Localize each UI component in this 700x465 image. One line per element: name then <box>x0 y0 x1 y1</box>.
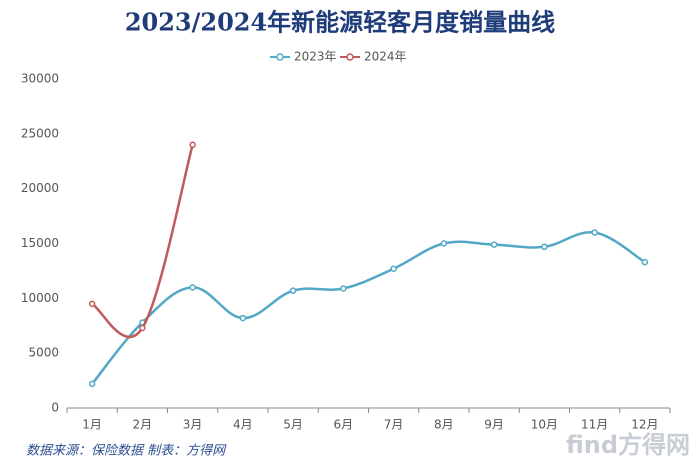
x-tick-label: 10月 <box>531 418 558 432</box>
x-tick-label: 11月 <box>581 418 608 432</box>
point <box>641 258 649 266</box>
x-tick-label: 5月 <box>283 418 303 432</box>
x-tick-label: 7月 <box>384 418 404 432</box>
y-tick-label: 25000 <box>21 126 59 140</box>
x-tick-label: 8月 <box>434 418 454 432</box>
watermark: find方得网 <box>566 431 690 459</box>
point <box>189 284 196 291</box>
x-tick-label: 12月 <box>631 418 658 432</box>
point <box>88 380 96 388</box>
point <box>340 285 347 292</box>
chart-title: 2023/2024年新能源轻客月度销量曲线 <box>125 8 555 37</box>
y-tick-label: 30000 <box>21 72 59 86</box>
point <box>440 240 448 247</box>
x-tick-label: 9月 <box>484 418 504 432</box>
y-tick-label: 20000 <box>21 181 59 195</box>
legend-marker <box>276 53 284 61</box>
point <box>88 300 96 308</box>
y-tick-label: 0 <box>51 401 59 415</box>
point <box>591 229 598 236</box>
point <box>490 241 498 248</box>
point <box>289 287 297 294</box>
point <box>139 324 146 332</box>
x-tick-label: 3月 <box>183 418 203 432</box>
y-tick-label: 15000 <box>21 236 59 250</box>
x-tick-label: 1月 <box>82 418 102 432</box>
series-line <box>91 144 194 339</box>
y-tick-label: 10000 <box>21 291 59 305</box>
legend-label: 2023年 <box>294 50 337 64</box>
x-tick-label: 4月 <box>233 418 253 432</box>
series-line <box>91 231 646 385</box>
x-tick-label: 2月 <box>133 418 153 432</box>
source-note: 数据来源：保险数据 制表：方得网 <box>26 443 227 459</box>
point <box>239 314 247 322</box>
legend-marker <box>346 53 354 61</box>
point <box>189 141 196 149</box>
y-tick-label: 5000 <box>28 346 59 360</box>
point <box>390 265 397 272</box>
x-tick-label: 6月 <box>334 418 354 432</box>
legend-label: 2024年 <box>364 50 407 64</box>
point <box>541 243 548 251</box>
